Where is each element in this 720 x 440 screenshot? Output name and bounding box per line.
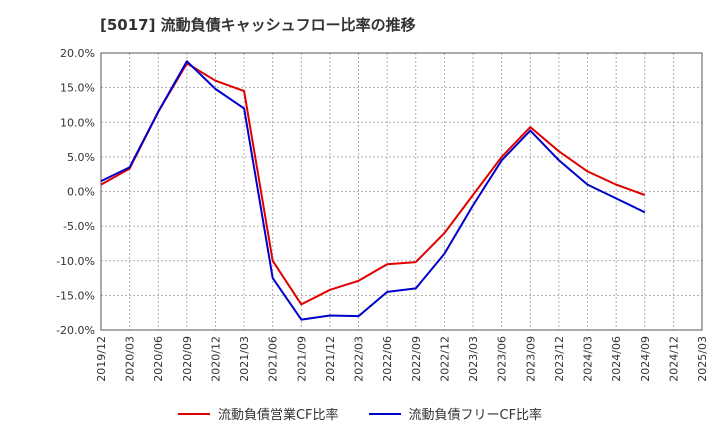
legend-label-operating-cf: 流動負債営業CF比率 (217, 408, 339, 423)
legend: 流動負債営業CF比率 流動負債フリーCF比率 (0, 404, 720, 423)
x-tick-label: 2021/03 (238, 336, 251, 382)
x-tick-label: 2022/09 (410, 336, 423, 382)
series-line-1 (100, 60, 646, 321)
x-tick-label: 2024/12 (667, 336, 680, 382)
y-tick-label: 15.0% (60, 82, 95, 95)
legend-label-free-cf: 流動負債フリーCF比率 (408, 408, 543, 423)
y-tick-label: 0.0% (67, 186, 95, 199)
x-tick-label: 2022/12 (438, 336, 451, 382)
x-tick-label: 2020/09 (181, 336, 194, 382)
chart-title: [5017] 流動負債キャッシュフロー比率の推移 (100, 16, 416, 34)
y-tick-label: -15.0% (56, 289, 95, 302)
y-tick-label: -5.0% (63, 220, 95, 233)
x-tick-label: 2022/06 (381, 336, 394, 382)
legend-swatch-free-cf (368, 412, 401, 415)
x-tick-label: 2024/06 (610, 336, 623, 382)
x-tick-label: 2023/09 (524, 336, 537, 382)
x-tick-label: 2020/12 (209, 336, 222, 382)
x-tick-label: 2025/03 (696, 336, 709, 382)
legend-item-free-cf: 流動負債フリーCF比率 (368, 404, 543, 423)
y-tick-label: 20.0% (60, 47, 95, 60)
x-tick-label: 2023/03 (467, 336, 480, 382)
x-tick-label: 2021/06 (267, 336, 280, 382)
plot-frame (100, 52, 703, 331)
y-tick-label: -10.0% (56, 255, 95, 268)
legend-swatch-operating-cf (177, 412, 210, 415)
x-tick-label: 2023/06 (496, 336, 509, 382)
y-tick-label: 10.0% (60, 116, 95, 129)
x-tick-label: 2021/12 (324, 336, 337, 382)
x-tick-label: 2024/09 (639, 336, 652, 382)
x-tick-label: 2022/03 (353, 336, 366, 382)
x-tick-label: 2019/12 (95, 336, 108, 382)
x-tick-label: 2024/03 (582, 336, 595, 382)
legend-item-operating-cf: 流動負債営業CF比率 (177, 404, 339, 423)
y-tick-label: 5.0% (67, 151, 95, 164)
y-tick-label: -20.0% (56, 324, 95, 337)
x-tick-label: 2023/12 (553, 336, 566, 382)
x-tick-label: 2020/03 (124, 336, 137, 382)
x-tick-label: 2021/09 (295, 336, 308, 382)
x-tick-label: 2020/06 (152, 336, 165, 382)
